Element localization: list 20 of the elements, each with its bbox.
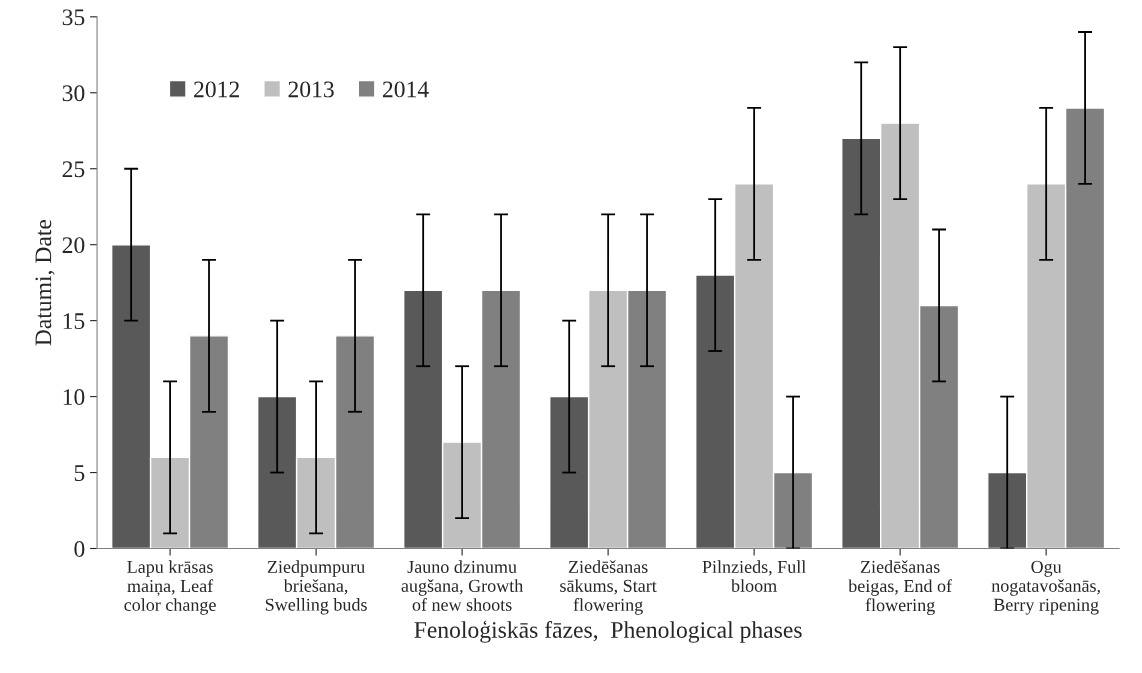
legend-label: 2013 (288, 81, 334, 98)
x-tick-label: Ziedēšanas sākums, Start flowering (560, 560, 657, 615)
legend-label: 2014 (382, 81, 429, 98)
x-tick-label: Jauno dzinumu augšana, Growth of new shoots (401, 560, 524, 611)
x-axis-title: Fenoloģiskās fāzes, Phenological phases (414, 620, 802, 643)
x-tick-label: Ziedēšanas beigas, End of flowering (848, 560, 953, 615)
x-tick-label: Pilnzieds, Full bloom (702, 560, 806, 592)
y-tick-label: 10 (63, 389, 85, 406)
x-tick-label: Ziedpumpuru briešana, Swelling buds (265, 560, 367, 615)
x-tick-label: Lapu krāsas maiņa, Leaf color change (124, 560, 216, 615)
x-tick-label: Ogu nogatavošanās, Berry ripening (991, 560, 1100, 615)
y-tick-label: 15 (63, 313, 85, 330)
y-tick-label: 20 (62, 237, 85, 254)
y-tick-label: 5 (74, 465, 85, 481)
y-axis-title: Datumi, Date (35, 219, 55, 346)
legend-label: 2012 (194, 81, 239, 98)
y-tick-label: 0 (74, 540, 85, 557)
y-tick-label: 25 (62, 161, 85, 178)
y-tick-label: 30 (62, 85, 85, 102)
y-tick-label: 35 (62, 9, 85, 26)
